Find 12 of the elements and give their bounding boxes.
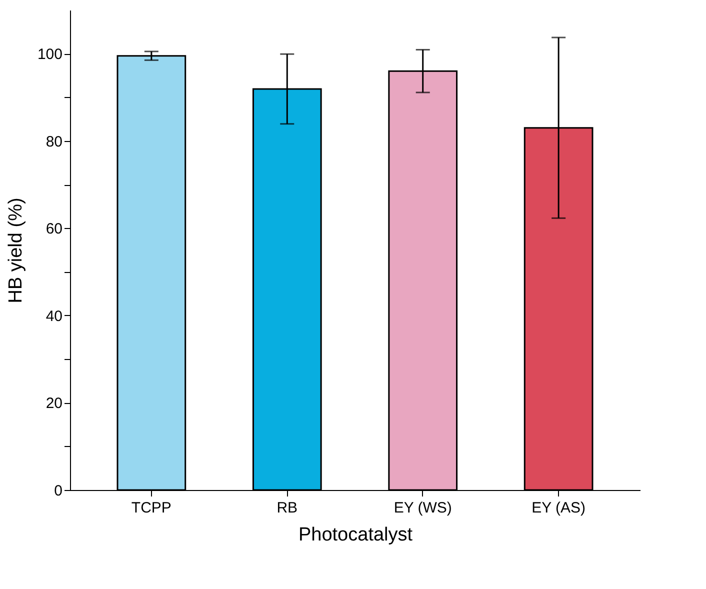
y-tick-label: 60 [46, 220, 62, 238]
y-tick-label: 40 [46, 308, 62, 325]
y-axis-title: HB yield (%) [5, 198, 26, 304]
x-tick-label: EY (AS) [532, 500, 586, 516]
y-tick-label: 0 [54, 482, 62, 500]
x-axis-title: Photocatalyst [298, 524, 414, 546]
y-tick-label: 20 [46, 395, 62, 412]
y-tick-label: 100 [37, 46, 62, 64]
y-tick-label: 80 [46, 133, 62, 150]
x-tick-label: EY (WS) [394, 500, 452, 516]
x-tick-label: RB [276, 500, 298, 516]
x-tick-label: TCPP [131, 500, 172, 516]
